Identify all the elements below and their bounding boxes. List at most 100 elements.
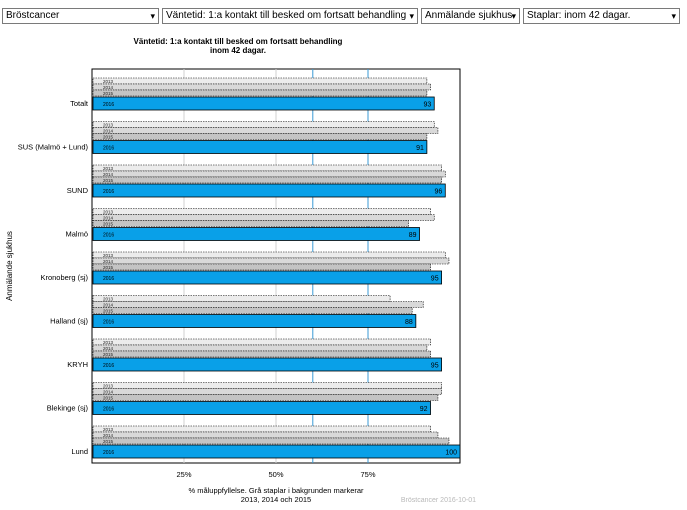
- background-bar: [92, 350, 431, 358]
- data-label: 96: [434, 189, 442, 196]
- background-bar: [92, 344, 428, 352]
- year-label: 2015: [103, 439, 114, 444]
- data-label: 95: [431, 276, 439, 283]
- year-label: 2014: [103, 215, 114, 220]
- year-label: 2014: [103, 172, 114, 177]
- x-axis-label-line2: 2013, 2014 och 2015: [241, 495, 311, 504]
- data-label: 93: [423, 102, 431, 109]
- chevron-down-icon: ▾: [511, 11, 516, 21]
- filter-toolbar: Bröstcancer ▾ Väntetid: 1:a kontakt till…: [0, 8, 687, 26]
- value-bar: [92, 96, 435, 111]
- year-label: 2015: [103, 178, 114, 183]
- year-label: 2015: [103, 265, 114, 270]
- year-label: 2014: [103, 85, 114, 90]
- data-label: 100: [445, 450, 457, 457]
- year-label: 2014: [103, 433, 114, 438]
- year-label: 2015: [103, 395, 114, 400]
- chart-title: Väntetid: 1:a kontakt till besked om for…: [134, 37, 343, 46]
- x-tick-label: 25%: [176, 470, 191, 479]
- value-bar: [92, 357, 443, 372]
- background-bar: [92, 431, 439, 439]
- background-bar: [92, 208, 431, 215]
- background-bar: [92, 257, 450, 265]
- year-label: 2015: [103, 134, 114, 139]
- grouping-value: Anmälande sjukhus: [425, 10, 513, 21]
- background-bar: [92, 394, 439, 401]
- category-label: KRYH: [67, 360, 88, 369]
- year-label: 2014: [103, 346, 114, 351]
- cancer-type-value: Bröstcancer: [6, 10, 60, 21]
- background-bar: [92, 83, 431, 91]
- cancer-type-select[interactable]: Bröstcancer ▾: [2, 8, 159, 24]
- background-bar: [92, 263, 431, 271]
- background-bar: [92, 127, 439, 134]
- background-bar: [92, 425, 431, 433]
- data-label: 91: [416, 145, 424, 152]
- background-bar: [92, 338, 431, 346]
- year-label: 2014: [103, 259, 114, 264]
- year-label: 2016: [103, 363, 114, 369]
- footnote: Bröstcancer 2016-10-01: [401, 497, 476, 504]
- chevron-down-icon: ▾: [150, 11, 155, 21]
- measure-select[interactable]: Väntetid: 1:a kontakt till besked om for…: [162, 8, 418, 24]
- value-bar: [92, 444, 461, 459]
- year-label: 2013: [103, 340, 114, 345]
- value-bar: [92, 401, 431, 415]
- background-bar: [92, 220, 409, 227]
- background-bar: [92, 382, 442, 389]
- x-tick-label: 50%: [268, 470, 283, 479]
- year-label: 2013: [103, 296, 114, 301]
- bars-value: Staplar: inom 42 dagar.: [527, 10, 631, 21]
- background-bar: [92, 176, 442, 184]
- background-bar: [92, 77, 428, 85]
- background-bar: [92, 301, 424, 308]
- y-axis-label: Anmälande sjukhus: [5, 231, 14, 301]
- category-label: Malmö: [65, 230, 88, 239]
- year-label: 2015: [103, 308, 114, 313]
- year-label: 2013: [103, 209, 114, 214]
- value-bar: [92, 270, 443, 285]
- x-axis-label: % måluppfyllelse. Grå staplar i bakgrund…: [188, 486, 364, 495]
- background-bar: [92, 214, 435, 221]
- year-label: 2016: [103, 320, 114, 326]
- background-bar: [92, 170, 446, 178]
- year-label: 2016: [103, 276, 114, 282]
- value-bar: [92, 140, 428, 154]
- category-label: Halland (sj): [50, 317, 88, 326]
- category-label: Blekinge (sj): [47, 404, 89, 413]
- category-label: SUND: [67, 186, 89, 195]
- x-tick-label: 75%: [360, 470, 375, 479]
- data-label: 89: [409, 232, 417, 239]
- measure-value: Väntetid: 1:a kontakt till besked om for…: [166, 10, 407, 21]
- year-label: 2016: [103, 189, 114, 195]
- background-bar: [92, 133, 428, 140]
- year-label: 2015: [103, 221, 114, 226]
- year-label: 2015: [103, 352, 114, 357]
- category-label: Lund: [71, 447, 88, 456]
- category-label: Kronoberg (sj): [40, 273, 88, 282]
- year-label: 2013: [103, 253, 114, 258]
- year-label: 2014: [103, 302, 114, 307]
- data-label: 92: [420, 406, 428, 413]
- background-bar: [92, 388, 442, 395]
- grouping-select[interactable]: Anmälande sjukhus ▾: [421, 8, 520, 24]
- chevron-down-icon: ▾: [409, 11, 414, 21]
- bars-select[interactable]: Staplar: inom 42 dagar. ▾: [523, 8, 680, 24]
- value-bar: [92, 314, 417, 328]
- year-label: 2014: [103, 128, 114, 133]
- year-label: 2013: [103, 122, 114, 127]
- background-bar: [92, 307, 413, 314]
- chart-subtitle: inom 42 dagar.: [210, 46, 266, 55]
- year-label: 2016: [103, 233, 114, 239]
- year-label: 2016: [103, 407, 114, 413]
- category-label: SUS (Malmö + Lund): [18, 143, 89, 152]
- background-bar: [92, 251, 446, 259]
- year-label: 2014: [103, 389, 114, 394]
- data-label: 88: [405, 319, 413, 326]
- year-label: 2013: [103, 79, 114, 84]
- value-bar: [92, 227, 420, 241]
- year-label: 2013: [103, 383, 114, 388]
- year-label: 2013: [103, 166, 114, 171]
- background-bar: [92, 437, 450, 445]
